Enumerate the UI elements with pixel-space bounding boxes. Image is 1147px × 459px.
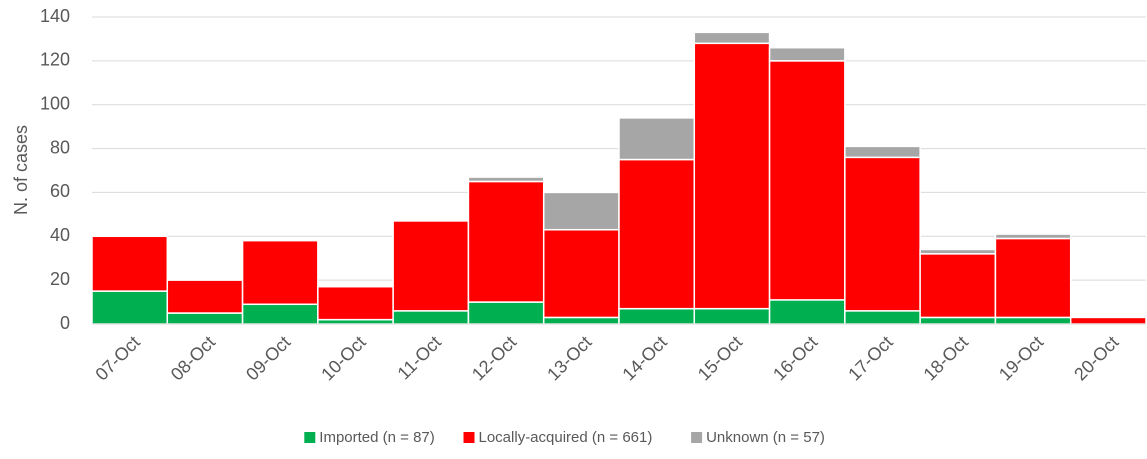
x-tick-label: 12-Oct xyxy=(468,332,520,384)
bar-segment xyxy=(542,191,620,231)
legend-label: Locally-acquired (n = 661) xyxy=(479,429,653,446)
bar-segment xyxy=(618,158,696,310)
bar-segment xyxy=(994,233,1072,240)
x-tick-label: 16-Oct xyxy=(769,332,821,384)
y-axis-label: N. of cases xyxy=(11,125,31,215)
y-tick-label: 120 xyxy=(40,50,70,70)
bar-segment xyxy=(768,299,846,325)
bar-segment xyxy=(693,42,771,310)
legend-swatch xyxy=(463,432,475,443)
bar-segment xyxy=(919,248,997,255)
bar-segment xyxy=(844,310,921,325)
legend-swatch xyxy=(691,432,703,443)
bar-segment xyxy=(693,307,771,325)
bar-segment xyxy=(241,303,319,325)
y-tick-label: 0 xyxy=(60,313,70,333)
y-tick-label: 140 xyxy=(40,6,70,26)
x-tick-label: 11-Oct xyxy=(394,332,445,383)
y-tick-label: 100 xyxy=(40,93,70,113)
x-tick-label: 20-Oct xyxy=(1070,332,1122,384)
bar-segment xyxy=(1069,316,1147,325)
bar-segment xyxy=(241,239,319,306)
bar-segment xyxy=(994,237,1072,319)
bar-segment xyxy=(919,316,997,325)
bar-segment xyxy=(618,307,696,325)
legend-swatch xyxy=(304,432,316,443)
bar-segment xyxy=(317,285,394,321)
legend-label: Imported (n = 87) xyxy=(319,429,434,446)
bar-segment xyxy=(91,290,169,325)
x-tick-label: 07-Oct xyxy=(91,332,143,384)
bar-segment xyxy=(467,176,545,183)
bar-segment xyxy=(994,316,1072,325)
bar-segment xyxy=(166,279,244,314)
bar-segment xyxy=(693,31,771,45)
bar-segment xyxy=(768,60,846,301)
bar-segment xyxy=(467,301,545,325)
bar-segment xyxy=(467,180,545,303)
bar-segment xyxy=(768,46,846,62)
x-tick-label: 08-Oct xyxy=(167,332,219,384)
y-tick-label: 80 xyxy=(50,137,70,157)
bar-segment xyxy=(542,316,620,325)
x-tick-label: 10-Oct xyxy=(317,332,369,384)
bar-segment xyxy=(91,235,169,292)
x-tick-label: 18-Oct xyxy=(920,332,972,384)
x-tick-label: 14-Oct xyxy=(618,332,670,384)
bar-segment xyxy=(166,312,244,325)
bar-segment xyxy=(392,310,470,325)
y-tick-label: 60 xyxy=(50,181,70,201)
bar-segment xyxy=(542,228,620,319)
bar-segment xyxy=(844,156,921,312)
x-tick-label: 09-Oct xyxy=(242,332,294,384)
bar-segment xyxy=(618,117,696,161)
x-tick-label: 17-Oct xyxy=(844,332,896,384)
bar-segment xyxy=(392,220,470,312)
x-tick-label: 13-Oct xyxy=(543,332,595,384)
bar-segment xyxy=(919,253,997,319)
y-tick-label: 20 xyxy=(50,269,70,289)
bar-segment xyxy=(844,145,921,159)
x-tick-label: 15-Oct xyxy=(694,332,746,384)
legend-label: Unknown (n = 57) xyxy=(706,429,825,446)
x-tick-label: 19-Oct xyxy=(995,332,1047,384)
y-tick-label: 40 xyxy=(50,225,70,245)
